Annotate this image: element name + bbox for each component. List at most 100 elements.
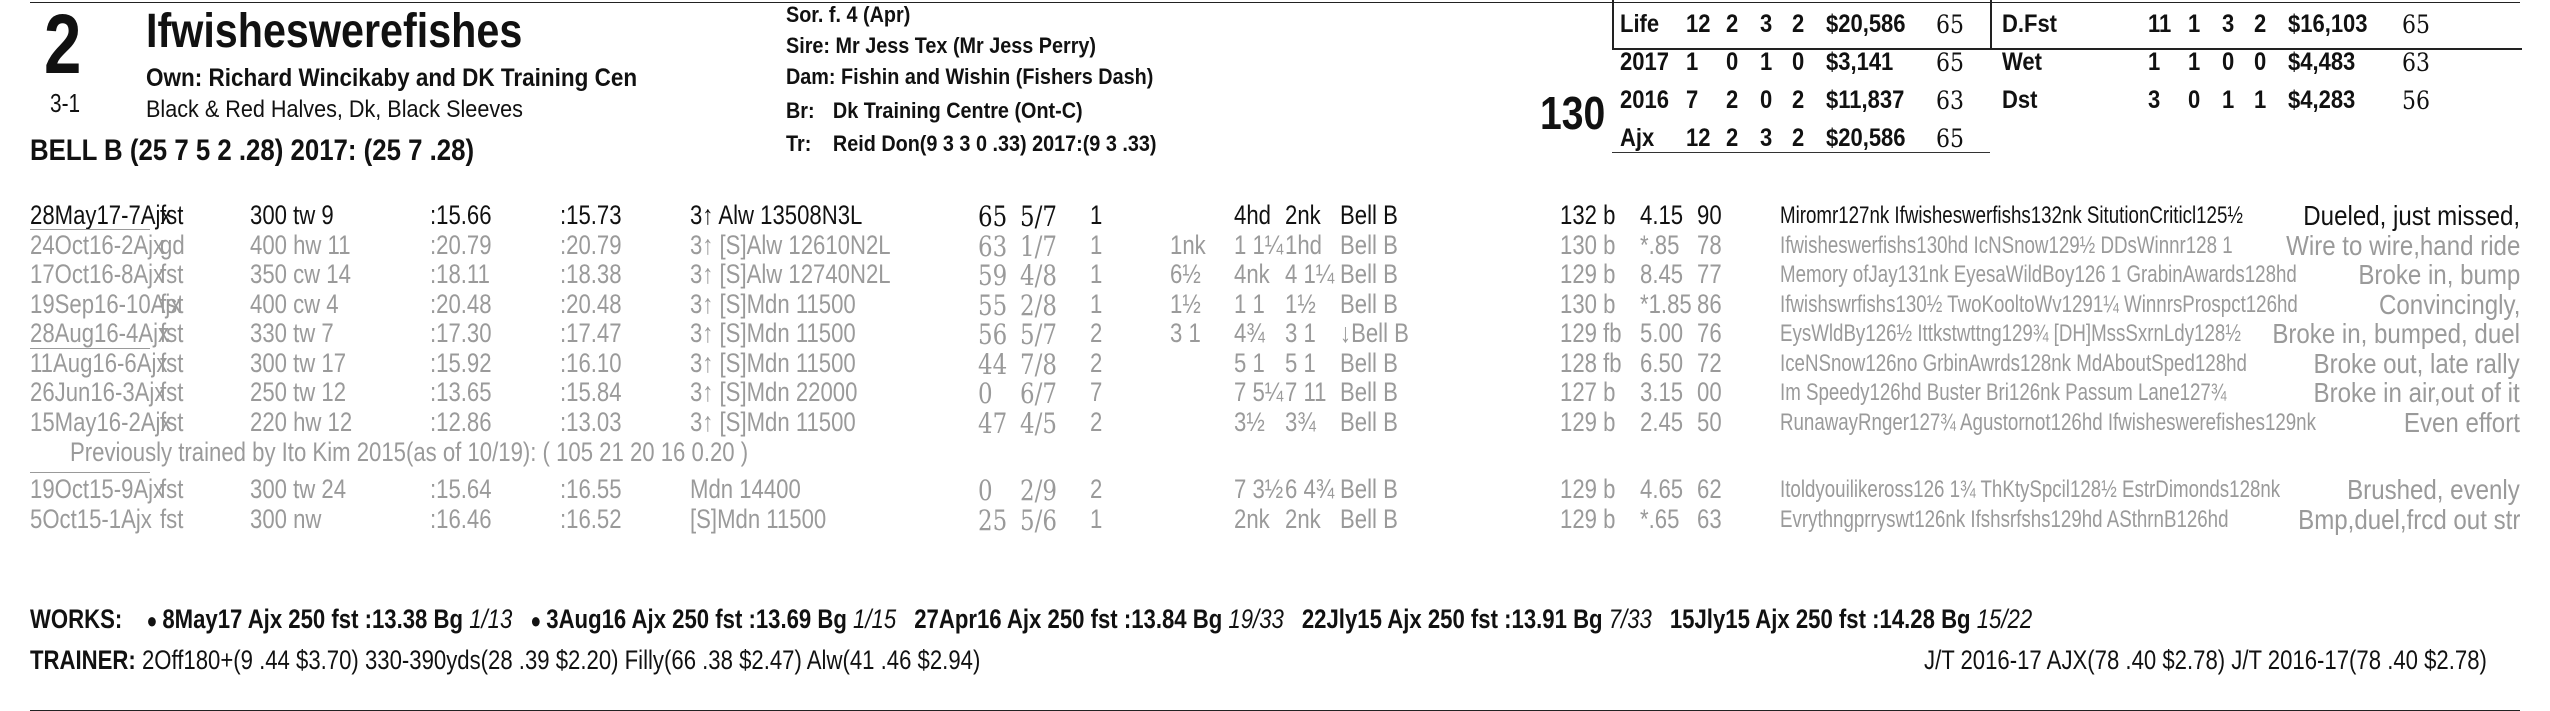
race-f1: :18.11 (430, 259, 490, 289)
records-left-cell: 0 (1726, 48, 1739, 76)
race-company-line: Evrythngprryswt126nk Ifshsrfshs129hd ASt… (1780, 505, 2229, 533)
work-rank: 15/22 (1976, 604, 2033, 634)
race-surf: fst (160, 318, 184, 348)
records-right-cell: 63 (2402, 48, 2430, 77)
race-jock: Bell B (1340, 347, 1398, 378)
race-c1: 6½ (1170, 259, 1201, 289)
race-spd: 59 (978, 259, 1008, 292)
work-rank: 19/33 (1228, 604, 1284, 634)
race-odds: 6.50 (1640, 347, 1684, 378)
records-left-cell: 2 (1792, 124, 1805, 152)
breeder-row: Br: Dk Training Centre (Ont-C) (786, 98, 1083, 124)
race-dist: 400 cw 4 (250, 288, 339, 319)
records-left-cell: $11,837 (1826, 86, 1905, 114)
dam-name: Fishin and Wishin (Fishers Dash) (841, 64, 1154, 89)
previously-trained-note: Previously trained by Ito Kim 2015(as of… (70, 437, 749, 467)
works-label: WORKS: (30, 604, 123, 634)
race-fin: 5 1 (1285, 347, 1316, 378)
race-cls: [S]Mdn 11500 (690, 503, 827, 534)
race-jock: Bell B (1340, 377, 1398, 407)
race-surf: fst (160, 474, 184, 504)
records-left-cell: Life (1620, 10, 1660, 38)
records-right-cell: 1 (2188, 10, 2201, 38)
race-comment: Bmp,duel,frcd out str (2297, 503, 2520, 535)
race-dist: 300 tw 24 (250, 474, 347, 504)
race-pp: 5/6 (1020, 503, 1057, 537)
race-wt: 129 b (1560, 474, 1616, 504)
race-st: 1 (1090, 200, 1103, 230)
race-pp: 6/7 (1020, 377, 1057, 410)
records-left-cell: Ajx (1620, 124, 1655, 152)
race-separator (30, 229, 150, 230)
records-left-cell: $3,141 (1826, 48, 1894, 76)
race-dist: 300 tw 9 (250, 200, 334, 230)
race-line: 19Sep16-10Ajx fst 400 cw 4:20.48:20.48 3↑ [… (0, 289, 2550, 323)
race-dist: 300 tw 17 (250, 347, 347, 378)
race-st: 1 (1090, 503, 1103, 534)
records-left-cell: $20,586 (1826, 124, 1906, 152)
race-odds: 8.45 (1640, 259, 1684, 289)
race-c2: 5 1 (1234, 347, 1265, 378)
race-date: 11Aug16-6Ajx (30, 347, 168, 378)
race-pp: 2/9 (1020, 474, 1057, 507)
race-fin: 3 1 (1285, 318, 1316, 348)
race-dist: 330 tw 7 (250, 318, 334, 348)
breeder-name: Dk Training Centre (Ont-C) (832, 98, 1083, 123)
records-left-cell: 3 (1760, 124, 1773, 152)
race-comment: Convincingly, (2378, 288, 2520, 320)
race-f1: :20.48 (430, 288, 492, 319)
race-c2: 4hd (1234, 200, 1271, 230)
jockey-line: BELL B (25 7 5 2 .28) 2017: (25 7 .28) (30, 134, 475, 167)
race-wt: 130 b (1560, 288, 1616, 319)
records-right-cell: $4,483 (2288, 48, 2356, 76)
trainer-stats-label: TRAINER: (30, 645, 136, 675)
race-f1: :17.30 (430, 318, 492, 348)
race-line: 17Oct16-8Ajx fst 350 cw 14:18.11:18.38 3↑ [… (0, 259, 2550, 293)
race-fig: 76 (1697, 318, 1722, 348)
race-odds: *.85 (1640, 229, 1680, 260)
race-date: 15May16-2Ajx (30, 406, 172, 437)
race-line: 11Aug16-6Ajx fst 300 tw 17:15.92:16.10 3↑ [… (0, 348, 2550, 382)
race-st: 2 (1090, 318, 1103, 348)
race-company-line: Itoldyouilikeross126 1¾ ThKtySpcil128½ E… (1780, 476, 2281, 503)
dam-row: Dam: Fishin and Wishin (Fishers Dash) (786, 64, 1153, 90)
race-separator (30, 347, 150, 349)
race-odds: 2.45 (1640, 406, 1684, 437)
records-left-cell: 0 (1760, 86, 1773, 114)
records-left-cell: 65 (1936, 48, 1964, 77)
race-f2: :18.38 (560, 259, 622, 289)
race-dist: 220 hw 12 (250, 406, 353, 437)
race-c2: 1 1 (1234, 288, 1265, 319)
race-company-line: Ifwisheswerfishs130hd IcNSnow129½ DDsWin… (1780, 231, 2233, 259)
records-left-cell: 65 (1936, 10, 1964, 39)
race-c2: 7 5¼ (1234, 377, 1284, 407)
race-f1: :15.66 (430, 200, 492, 230)
race-comment: Broke out, late rally (2313, 347, 2520, 379)
records-right-cell: $16,103 (2288, 10, 2368, 38)
race-dist: 250 tw 12 (250, 377, 347, 407)
race-surf: gd (160, 229, 185, 260)
race-jock: ↓Bell B (1340, 318, 1409, 348)
race-date: 28May17-7Ajx (30, 200, 172, 230)
race-pp: 7/8 (1020, 347, 1057, 381)
race-jock: Bell B (1340, 229, 1398, 260)
race-spd: 44 (978, 347, 1008, 381)
race-surf: fst (160, 259, 184, 289)
race-st: 2 (1090, 347, 1103, 378)
race-c2: 3½ (1234, 406, 1265, 437)
work-text: 27Apr16 Ajx 250 fst :13.84 Bg (914, 604, 1229, 634)
race-c2: 4¾ (1234, 318, 1265, 348)
records-left-cell: 12 (1686, 124, 1711, 152)
records-left-cell: 65 (1936, 124, 1964, 153)
trainer-stats-text: 2Off180+(9 .44 $3.70) 330-390yds(28 .39 … (141, 645, 981, 675)
trainer-name: Reid Don(9 3 3 0 .33) 2017:(9 3 .33) (832, 131, 1157, 156)
race-spd: 63 (978, 229, 1008, 263)
race-st: 2 (1090, 474, 1103, 504)
race-date: 24Oct16-2Ajx (30, 229, 165, 260)
race-fin: 1hd (1285, 229, 1322, 260)
trainer-stats-line: TRAINER: 2Off180+(9 .44 $3.70) 330-390yd… (30, 645, 980, 676)
race-f1: :13.65 (430, 377, 492, 407)
race-jock: Bell B (1340, 474, 1398, 504)
race-c1: 1½ (1170, 288, 1201, 319)
race-f2: :15.84 (560, 377, 622, 407)
